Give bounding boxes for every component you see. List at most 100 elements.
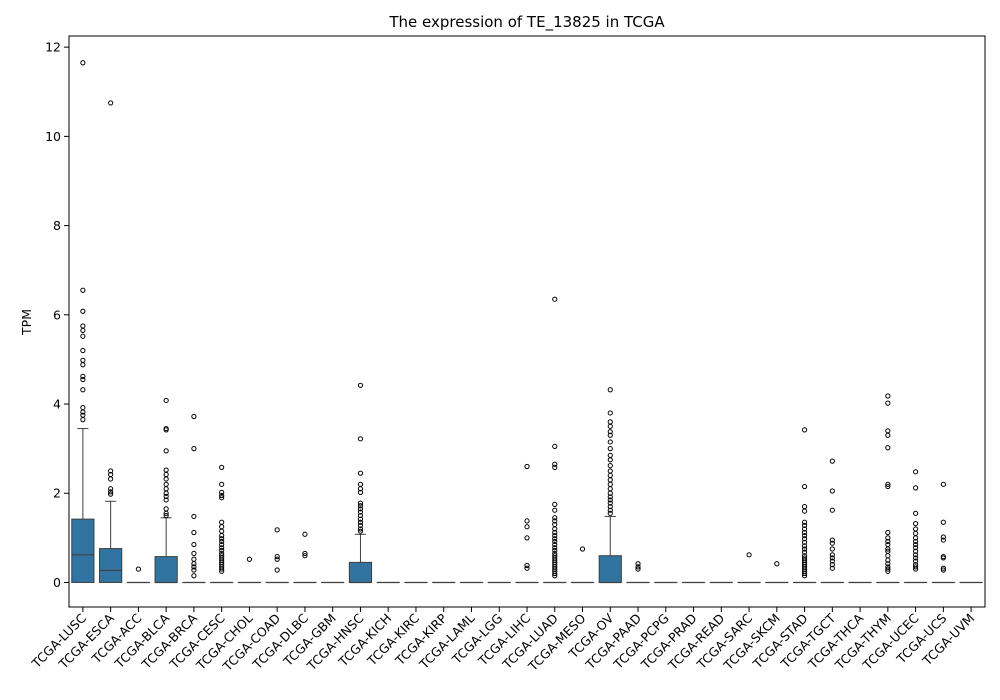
- outlier-point: [607, 507, 613, 513]
- outlier-point: [135, 566, 141, 572]
- outlier-point: [219, 538, 225, 545]
- outlier-point: [357, 519, 364, 525]
- outlier-point: [801, 546, 808, 552]
- outlier-point: [191, 446, 197, 452]
- outlier-point: [191, 561, 197, 567]
- outlier-point: [746, 552, 752, 558]
- outlier-point: [801, 573, 808, 579]
- outlier-point: [357, 382, 364, 388]
- y-tick-label: 4: [53, 397, 61, 412]
- outlier-point: [357, 516, 364, 522]
- outlier-point: [191, 550, 197, 557]
- outlier-point: [163, 512, 169, 519]
- outlier-point: [357, 503, 364, 509]
- outlier-point: [801, 543, 808, 549]
- outlier-point: [635, 564, 641, 570]
- outlier-point: [274, 527, 280, 533]
- outlier-point: [801, 529, 808, 536]
- outlier-point: [219, 481, 225, 487]
- outlier-point: [913, 538, 919, 545]
- outlier-point: [829, 540, 835, 546]
- y-tick-label: 8: [53, 218, 61, 233]
- outlier-point: [524, 535, 530, 541]
- outlier-point: [219, 568, 225, 574]
- outlier-point: [191, 573, 197, 579]
- outlier-point: [552, 536, 558, 542]
- outlier-point: [108, 468, 114, 474]
- outlier-point: [191, 513, 197, 520]
- outlier-point: [80, 287, 86, 293]
- outlier-point: [108, 476, 114, 482]
- outlier-point: [940, 537, 946, 543]
- outlier-point: [829, 507, 835, 513]
- outlier-point: [829, 552, 835, 558]
- outlier-point: [552, 501, 558, 507]
- outlier-point: [163, 467, 169, 473]
- outlier-point: [274, 567, 280, 573]
- outlier-point: [801, 427, 808, 433]
- box-group: [598, 387, 622, 584]
- y-tick-label: 12: [45, 40, 61, 55]
- outlier-point: [885, 481, 891, 487]
- outlier-point: [829, 546, 835, 552]
- outlier-point: [913, 535, 919, 541]
- outlier-point: [191, 529, 197, 536]
- outlier-point: [885, 535, 891, 541]
- box-group: [737, 552, 761, 584]
- outlier-point: [163, 476, 169, 482]
- outlier-point: [163, 427, 169, 433]
- plot-area: [71, 60, 983, 584]
- outlier-point: [219, 464, 225, 470]
- outlier-point: [80, 387, 86, 393]
- y-tick-label: 10: [45, 129, 61, 144]
- outlier-point: [219, 547, 225, 553]
- outlier-point: [607, 494, 613, 500]
- outlier-point: [607, 419, 613, 425]
- box-group: [543, 296, 567, 584]
- outlier-point: [940, 519, 946, 525]
- outlier-point: [80, 347, 86, 354]
- outlier-point: [80, 357, 86, 363]
- outlier-point: [607, 452, 613, 458]
- outlier-point: [163, 506, 169, 512]
- outlier-point: [524, 518, 530, 524]
- outlier-point: [607, 477, 613, 483]
- outlier-point: [885, 428, 891, 434]
- outlier-point: [524, 463, 530, 470]
- outlier-point: [913, 526, 919, 532]
- outlier-point: [357, 509, 364, 515]
- box-group: [182, 413, 206, 584]
- outlier-point: [191, 556, 197, 562]
- outlier-point: [552, 461, 558, 467]
- outlier-point: [607, 497, 613, 503]
- box-group: [931, 481, 955, 584]
- outlier-point: [579, 546, 586, 552]
- outlier-point: [524, 562, 530, 569]
- outlier-point: [913, 564, 919, 570]
- outlier-point: [913, 545, 919, 551]
- y-axis-label: TPM: [19, 309, 34, 336]
- outlier-point: [80, 409, 86, 415]
- outlier-point: [940, 565, 946, 571]
- outlier-point: [552, 296, 558, 302]
- outlier-point: [607, 462, 613, 469]
- outlier-point: [552, 507, 558, 513]
- outlier-point: [801, 570, 808, 577]
- box-group: [210, 464, 234, 584]
- outlier-point: [913, 469, 919, 475]
- outlier-point: [302, 550, 308, 557]
- outlier-point: [219, 536, 225, 542]
- outlier-point: [219, 489, 225, 495]
- outlier-point: [885, 557, 891, 563]
- outlier-point: [163, 397, 169, 404]
- outlier-point: [108, 100, 114, 106]
- outlier-point: [607, 429, 613, 435]
- outlier-point: [552, 515, 558, 521]
- outlier-point: [940, 567, 946, 573]
- outlier-point: [607, 486, 613, 492]
- outlier-point: [552, 518, 558, 524]
- outlier-point: [607, 457, 613, 463]
- outlier-point: [607, 446, 613, 452]
- box-group: [99, 100, 123, 583]
- box-body: [598, 555, 622, 583]
